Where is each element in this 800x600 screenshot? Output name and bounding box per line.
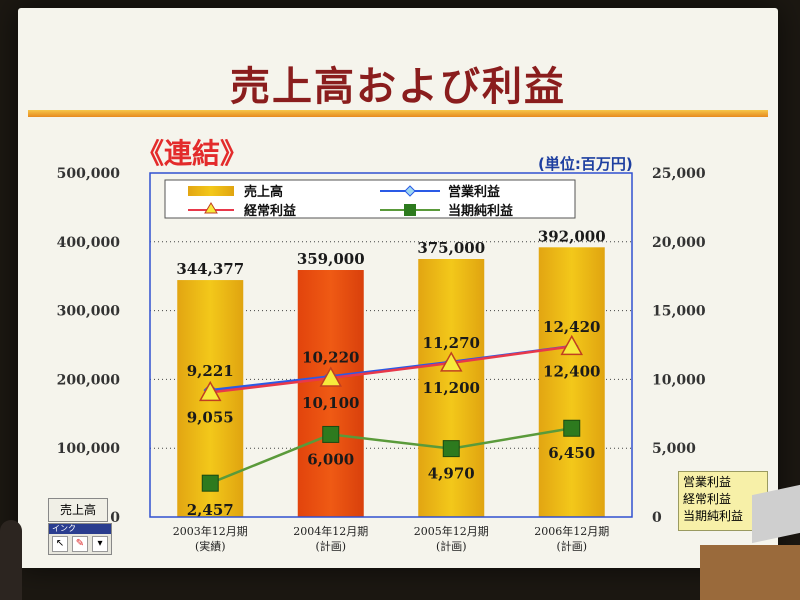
ordinary-profit-marker xyxy=(439,351,463,372)
laptop-screen xyxy=(752,484,800,544)
operating-profit-value-label: 12,420 xyxy=(543,318,600,336)
right-axis-tick-label: 25,000 xyxy=(652,166,706,182)
net-profit-marker xyxy=(201,474,219,492)
ordinary-profit-line xyxy=(210,345,572,394)
right-axis-tick-label: 5,000 xyxy=(652,441,696,457)
legend-operating-marker xyxy=(404,185,416,197)
category-label: 2004年12月期 xyxy=(293,524,368,538)
legend-ordinary-marker xyxy=(204,202,218,214)
left-axis-tick-label: 500,000 xyxy=(57,166,121,182)
right-axis-tick-label: 10,000 xyxy=(652,372,706,388)
net-profit-marker xyxy=(563,419,581,437)
sales-bar-value-label: 359,000 xyxy=(297,250,365,268)
legend-net-marker xyxy=(404,204,416,216)
category-sublabel: (計画) xyxy=(315,539,346,553)
legend-operating-label: 営業利益 xyxy=(448,184,500,200)
net-profit-marker xyxy=(442,440,460,458)
unit-label: (単位:百万円) xyxy=(538,155,633,173)
operating-profit-value-label: 9,221 xyxy=(187,362,234,380)
side-label-operating: 営業利益 xyxy=(683,475,732,489)
left-axis-tick-label: 100,000 xyxy=(57,441,121,457)
ink-toolbar[interactable]: インク ↖ ✎ ▾ xyxy=(48,523,112,555)
net-profit-value-label: 6,450 xyxy=(548,444,595,462)
left-axis-tick-label: 300,000 xyxy=(57,304,121,320)
category-label: 2003年12月期 xyxy=(173,524,248,538)
legend-ordinary-label: 経常利益 xyxy=(244,203,296,219)
ordinary-profit-value-label: 10,100 xyxy=(302,394,359,412)
net-profit-value-label: 2,457 xyxy=(187,501,234,519)
legend-sales-swatch xyxy=(188,186,234,196)
ordinary-profit-marker xyxy=(198,380,222,402)
side-label-ordinary: 経常利益 xyxy=(683,492,732,506)
sales-bar-value-label: 392,000 xyxy=(538,227,606,245)
audience-silhouette xyxy=(0,520,22,600)
sales-bar-value-label: 344,377 xyxy=(176,260,244,278)
category-sublabel: (実績) xyxy=(195,539,226,553)
net-profit-value-label: 6,000 xyxy=(307,450,354,468)
category-label: 2005年12月期 xyxy=(414,524,489,538)
sales-bar xyxy=(538,247,605,517)
category-sublabel: (計画) xyxy=(556,539,587,553)
right-axis-tick-label: 15,000 xyxy=(652,304,706,320)
ordinary-profit-value-label: 11,200 xyxy=(423,379,480,397)
legend-sales-label: 売上高 xyxy=(244,184,283,200)
sales-bar xyxy=(418,259,485,517)
category-sublabel: (計画) xyxy=(436,539,467,553)
slide-title: 売上高および利益 xyxy=(230,64,566,110)
operating-profit-value-label: 11,270 xyxy=(423,334,480,352)
category-label: 2006年12月期 xyxy=(534,524,609,538)
ordinary-profit-value-label: 12,400 xyxy=(543,362,600,380)
scope-label: 《連結》 xyxy=(136,137,249,170)
left-axis-tick-label: 0 xyxy=(110,510,120,526)
ordinary-profit-marker xyxy=(560,334,584,356)
title-underline xyxy=(28,110,768,117)
legend-box xyxy=(164,179,576,219)
plot-area-border xyxy=(149,172,633,518)
ordinary-profit-marker xyxy=(319,366,343,387)
sales-bar-value-label: 375,000 xyxy=(417,239,485,257)
legend-net-label: 当期純利益 xyxy=(448,203,513,219)
net-profit-line xyxy=(209,427,572,485)
left-axis-tick-label: 400,000 xyxy=(57,235,121,251)
podium xyxy=(700,545,800,600)
pointer-icon[interactable]: ↖ xyxy=(52,536,68,552)
sales-button[interactable]: 売上高 xyxy=(48,498,108,522)
ink-toolbar-title: インク xyxy=(49,524,111,534)
side-label-net: 当期純利益 xyxy=(683,509,744,523)
pen-icon[interactable]: ✎ xyxy=(72,536,88,552)
right-axis-tick-label: 0 xyxy=(652,510,662,526)
left-axis-tick-label: 200,000 xyxy=(57,372,121,388)
right-axis-tick-label: 20,000 xyxy=(652,235,706,251)
operating-profit-value-label: 10,220 xyxy=(302,348,359,366)
dropdown-icon[interactable]: ▾ xyxy=(92,536,108,552)
net-profit-value-label: 4,970 xyxy=(428,465,475,483)
slide: 売上高および利益 《連結》 (単位:百万円) 営業利益 経常利益 当期純利益 売… xyxy=(18,8,778,568)
sales-bar xyxy=(297,270,364,517)
ordinary-profit-value-label: 9,055 xyxy=(187,408,234,426)
net-profit-marker xyxy=(322,425,340,443)
